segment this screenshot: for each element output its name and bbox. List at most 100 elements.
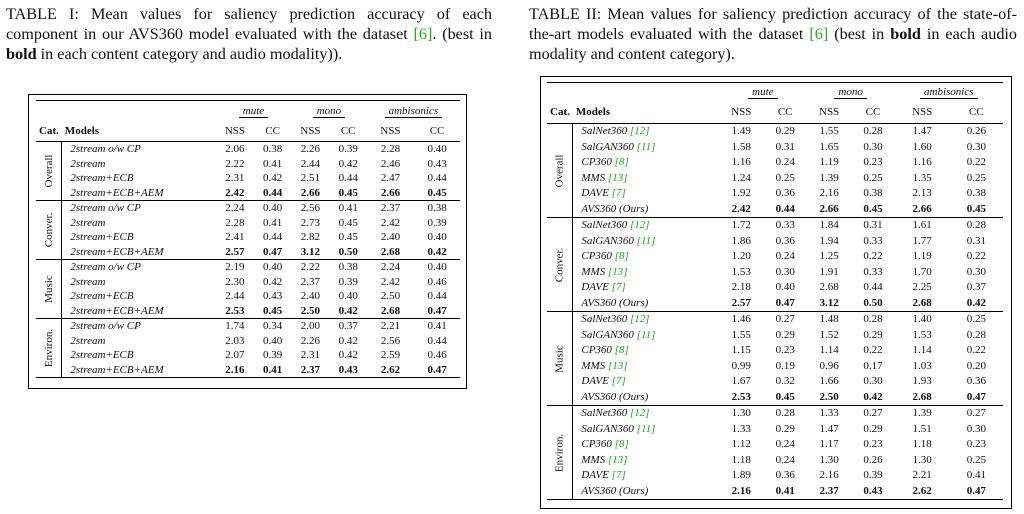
- model-reference-link[interactable]: [11]: [636, 422, 656, 435]
- table-row: Conver. SalNet360 [12] 1.72 0.33 1.84 0.31 1.6…: [547, 217, 1003, 312]
- model-reference-link[interactable]: [7]: [611, 187, 626, 199]
- table1-caption-reference-link[interactable]: [6]: [413, 25, 433, 43]
- nss-value-cell: 2.57: [225, 245, 245, 258]
- model-name-cell: 2stream o/w CP: [61, 318, 216, 334]
- model-reference-link[interactable]: [7]: [611, 375, 626, 387]
- nss-value-cell: 2.07: [225, 349, 245, 361]
- model-reference-link[interactable]: [12]: [629, 125, 650, 137]
- nss-value-cell: 2.57: [731, 296, 751, 309]
- cc-value-cell: 0.29: [775, 422, 795, 435]
- nss-value-cell: 2.51: [300, 172, 321, 184]
- cc-column-header: CC: [949, 103, 1003, 124]
- table-row: Music 2stream o/w CP 2.19 0.40 2.22 0.38 2.24 0…: [36, 259, 460, 319]
- modality-header-text: mute: [748, 86, 778, 100]
- table2-caption-reference-link[interactable]: [6]: [809, 25, 829, 43]
- cc-value-cell: 0.46: [427, 349, 447, 361]
- category-label-cell: Music: [36, 259, 63, 319]
- nss-value-cell: 1.91: [819, 265, 839, 278]
- nss-value-cell: 1.03: [912, 359, 932, 372]
- nss-value-cell: 2.21: [366, 318, 415, 334]
- cc-value-cell: 0.29: [775, 328, 795, 341]
- model-reference-link[interactable]: [8]: [614, 344, 629, 356]
- cc-value-cell: 0.25: [966, 171, 986, 184]
- cc-value-cell: 0.44: [863, 281, 883, 293]
- cc-value-cell: 0.44: [775, 202, 795, 215]
- cc-value-cell: 0.42: [338, 334, 358, 347]
- nss-value-cell: 1.16: [731, 156, 751, 168]
- model-reference-link[interactable]: [8]: [614, 438, 629, 450]
- cc-value-cell: 0.25: [949, 311, 1003, 328]
- cc-value-cell: 0.42: [338, 349, 358, 361]
- nss-value-cell: 2.42: [380, 275, 401, 288]
- table2-caption-bold-word: bold: [890, 25, 921, 43]
- model-reference-link[interactable]: [13]: [607, 453, 628, 466]
- modality-header-text: mute: [238, 104, 269, 118]
- category-label-cell: Conver.: [547, 217, 574, 312]
- cc-value-cell: 0.39: [338, 275, 358, 288]
- model-name-cell: SalGAN360 [11]: [573, 328, 719, 344]
- model-reference-link[interactable]: [12]: [629, 219, 650, 231]
- modality-header: mono: [291, 101, 367, 122]
- nss-value-cell: 1.89: [731, 469, 751, 481]
- model-name: 2stream+ECB+AEM: [70, 363, 164, 376]
- nss-value-cell: 2.41: [225, 231, 245, 243]
- model-name: MMS: [581, 359, 606, 372]
- nss-value-cell: 2.68: [912, 390, 932, 403]
- model-reference-link[interactable]: [8]: [614, 156, 629, 168]
- nss-value-cell: 2.46: [380, 157, 401, 170]
- table2-caption-label: TABLE II:: [529, 5, 602, 23]
- cc-value-cell: 0.39: [263, 349, 283, 361]
- cc-value-cell: 0.22: [966, 156, 986, 168]
- nss-value-cell: 1.51: [912, 422, 932, 435]
- model-reference-link[interactable]: [12]: [629, 407, 650, 419]
- model-name: 2stream o/w CP: [70, 320, 141, 332]
- model-reference-link[interactable]: [11]: [636, 328, 656, 341]
- cc-value-cell: 0.40: [338, 290, 358, 302]
- cc-value-cell: 0.28: [763, 405, 807, 422]
- model-name: SalNet360: [581, 219, 628, 231]
- model-reference-link[interactable]: [11]: [636, 140, 656, 153]
- table-row: AVS360 (Ours) 2.53 0.45 2.50 0.42 2.68 0.47: [547, 390, 1003, 406]
- nss-value-cell: 1.58: [731, 140, 751, 153]
- model-reference-link[interactable]: [12]: [629, 313, 650, 325]
- cc-value-cell: 0.47: [427, 304, 447, 317]
- cc-value-cell: 0.28: [966, 328, 986, 341]
- model-reference-link[interactable]: [11]: [636, 234, 656, 247]
- category-label: Conver.: [42, 212, 55, 248]
- nss-value-cell: 1.93: [912, 375, 932, 387]
- model-reference-link[interactable]: [7]: [611, 281, 626, 293]
- model-name: AVS360 (Ours): [581, 390, 649, 403]
- nss-value-cell: 2.56: [380, 334, 401, 347]
- model-reference-link[interactable]: [7]: [611, 469, 626, 481]
- model-reference-link[interactable]: [13]: [607, 265, 628, 278]
- model-reference-link[interactable]: [8]: [614, 250, 629, 262]
- category-label-cell: Music: [547, 311, 574, 406]
- cc-value-cell: 0.40: [775, 281, 795, 293]
- modality-header-text: ambisonics: [384, 104, 443, 118]
- cc-value-cell: 0.39: [863, 469, 883, 481]
- cc-value-cell: 0.47: [775, 296, 795, 309]
- table-row: 2stream 2.03 0.40 2.26 0.42 2.56 0.44: [36, 334, 460, 349]
- table-row: 2stream+ECB 2.44 0.43 2.40 0.40 2.50 0.44: [36, 289, 460, 304]
- nss-value-cell: 1.47: [912, 125, 932, 137]
- nss-value-cell: 2.28: [225, 216, 245, 229]
- nss-value-cell: 2.44: [225, 290, 245, 302]
- model-name: 2stream+ECB: [70, 172, 134, 184]
- cc-value-cell: 0.40: [263, 334, 283, 347]
- model-name-cell: AVS360 (Ours): [573, 390, 719, 406]
- nss-value-cell: 1.30: [819, 453, 839, 466]
- nss-value-cell: 2.22: [291, 259, 330, 275]
- nss-value-cell: 1.55: [731, 328, 751, 341]
- model-name: CP360: [581, 344, 612, 356]
- model-name-cell: DAVE [7]: [573, 468, 719, 484]
- model-name: 2stream o/w CP: [70, 202, 141, 214]
- cc-value-cell: 0.45: [338, 216, 358, 229]
- nss-value-cell: 2.06: [225, 143, 245, 155]
- model-reference-link[interactable]: [13]: [607, 359, 628, 372]
- nss-value-cell: 1.94: [819, 234, 839, 247]
- model-name: SalNet360: [581, 313, 628, 325]
- table-row: 2stream 2.30 0.42 2.37 0.39 2.42 0.46: [36, 275, 460, 290]
- nss-value-cell: 3.12: [819, 296, 839, 309]
- nss-value-cell: 1.67: [731, 375, 751, 387]
- model-reference-link[interactable]: [13]: [607, 171, 628, 184]
